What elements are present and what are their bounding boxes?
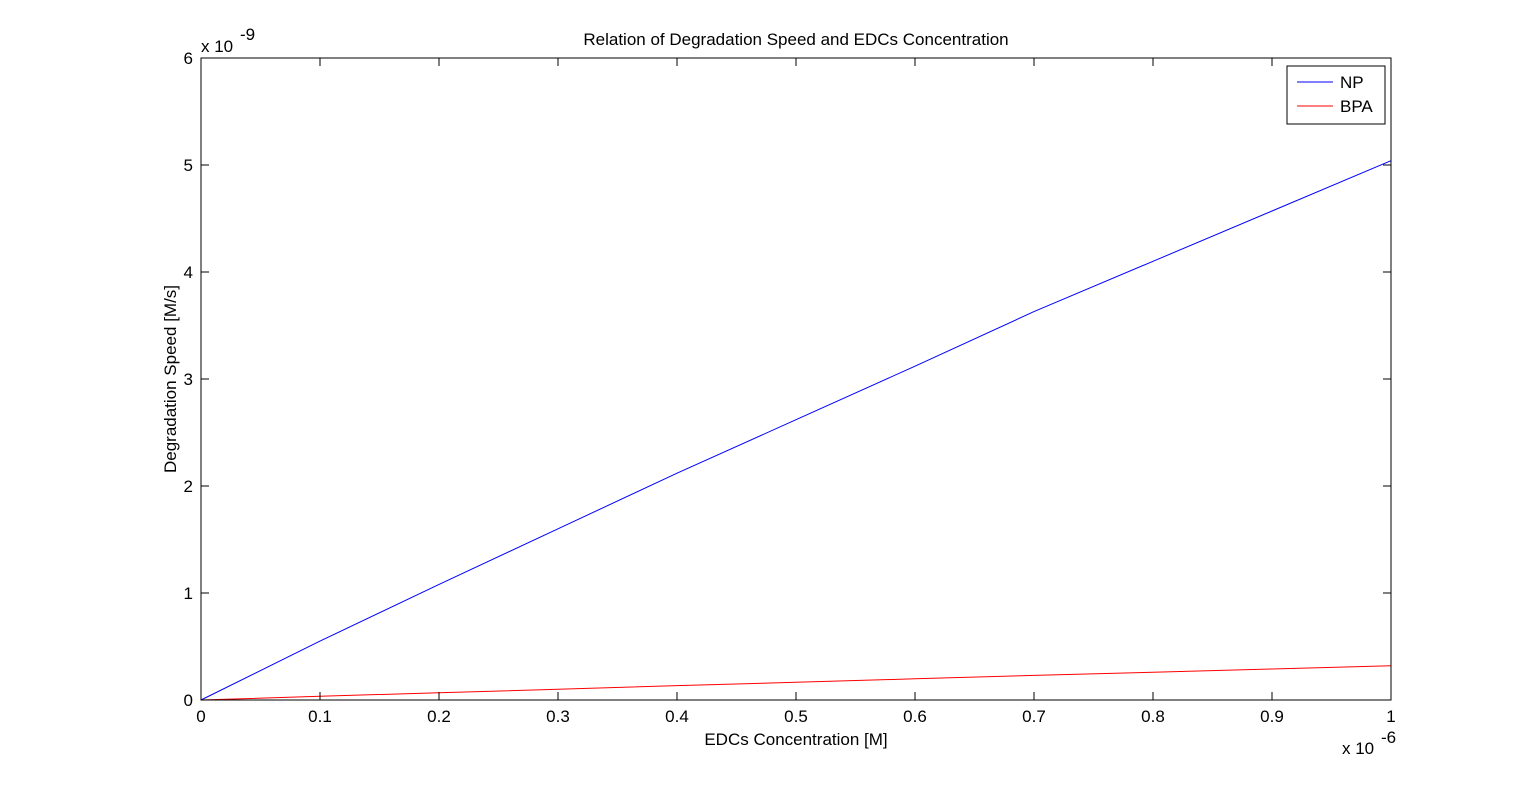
x-multiplier-base: x 10 [1342, 739, 1374, 758]
series-line-bpa [200, 665, 1392, 701]
y-multiplier-base: x 10 [201, 37, 233, 56]
legend-box [1286, 65, 1386, 125]
y-tick-label: 5 [184, 156, 193, 175]
x-tick-label: 0.3 [546, 707, 570, 726]
y-tick-label: 2 [184, 477, 193, 496]
plot-area [201, 58, 1391, 700]
chart-title: Relation of Degradation Speed and EDCs C… [583, 30, 1008, 49]
x-axis-title: EDCs Concentration [M] [704, 730, 887, 749]
y-tick-label: 6 [184, 49, 193, 68]
y-tick-label: 4 [184, 263, 193, 282]
series-line-np [200, 160, 1392, 701]
x-tick-label: 0.5 [784, 707, 808, 726]
legend-label-bpa: BPA [1340, 97, 1373, 116]
legend-label-np: NP [1340, 73, 1364, 92]
x-tick-label: 0.7 [1022, 707, 1046, 726]
y-multiplier: x 10 -9 [201, 25, 255, 56]
x-tick-label: 0.4 [665, 707, 689, 726]
x-tick-label: 0.2 [427, 707, 451, 726]
ticks-layer: 0 0.1 0.2 0.3 0.4 0.5 0.6 0.7 0.8 0.9 1 0 1 2 3 4 5 6 [184, 49, 1396, 726]
x-multiplier-exponent: -6 [1381, 728, 1396, 747]
x-tick-label: 0.8 [1141, 707, 1165, 726]
x-tick-label: 0.6 [903, 707, 927, 726]
y-tick-label: 0 [184, 691, 193, 710]
x-multiplier: x 10 -6 [1342, 728, 1396, 758]
plot-frame [200, 57, 1392, 701]
series-layer [200, 160, 1392, 701]
x-tick-label: 0.1 [308, 707, 332, 726]
x-tick-label: 0 [196, 707, 205, 726]
y-multiplier-exponent: -9 [240, 25, 255, 44]
x-tick-label: 1 [1386, 707, 1395, 726]
legend: NP BPA [1286, 65, 1386, 125]
y-tick-label: 3 [184, 370, 193, 389]
x-tick-label: 0.9 [1260, 707, 1284, 726]
y-tick-label: 1 [184, 584, 193, 603]
y-axis-title: Degradation Speed [M/s] [161, 285, 180, 473]
